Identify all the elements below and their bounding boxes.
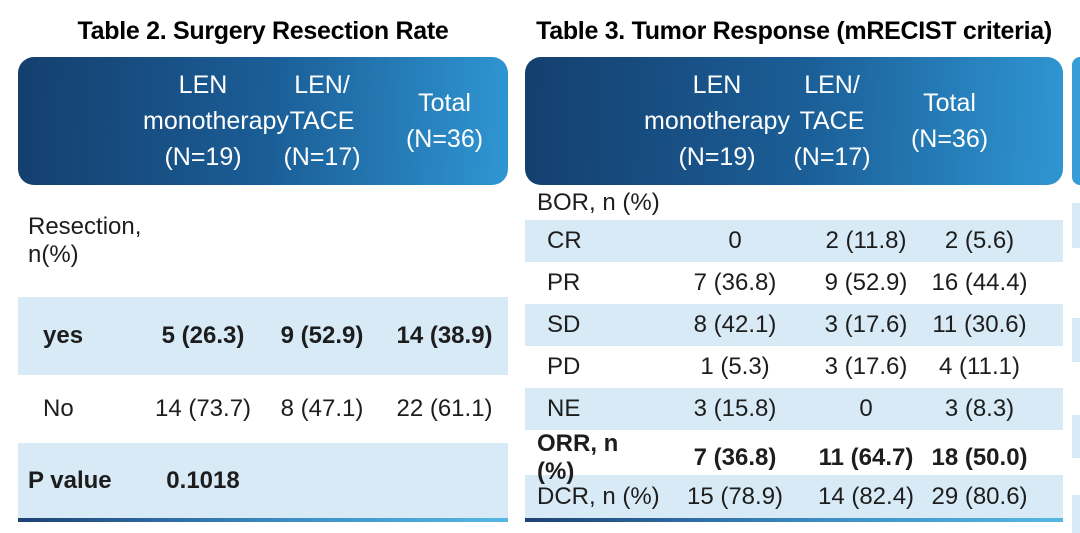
table2-row-yes: yes 5 (26.3) 9 (52.9) 14 (38.9) — [18, 297, 508, 375]
table3-row-sd: SD 8 (42.1) 3 (17.6) 11 (30.6) — [525, 304, 1063, 346]
cell-len-tace: 11 (64.7) — [818, 444, 914, 471]
table2-row-pvalue: P value 0.1018 — [18, 443, 508, 518]
row-label: No — [43, 395, 74, 422]
cell-len-monotherapy: 15 (78.9) — [686, 482, 784, 510]
row-label: NE — [547, 395, 581, 422]
cell-total: 4 (11.1) — [939, 353, 1020, 380]
table3-header-total: Total (N=36) — [910, 89, 989, 153]
cell-len-monotherapy: 8 (42.1) — [693, 311, 777, 338]
row-label: SD — [547, 311, 581, 338]
table3-row-ne: NE 3 (15.8) 0 3 (8.3) — [525, 388, 1063, 430]
cell-len-monotherapy: 3 (15.8) — [693, 395, 777, 422]
table3-row-dcr: DCR, n (%) 15 (78.9) 14 (82.4) 29 (80.6) — [525, 475, 1063, 518]
table3-bottom-border — [525, 518, 1063, 522]
table3-row-orr: ORR, n (%) 7 (36.8) 11 (64.7) 18 (50.0) — [525, 430, 1063, 485]
table3-header-row: LEN monotherapy (N=19) LEN/ TACE (N=17) … — [525, 57, 1063, 185]
partial-table-row-edge — [1072, 495, 1080, 533]
cell-len-monotherapy: 1 (5.3) — [700, 353, 770, 380]
row-label: P value — [28, 466, 112, 494]
table3-row-cr: CR 0 2 (11.8) 2 (5.6) — [525, 220, 1063, 262]
table2-row-no: No 14 (73.7) 8 (47.1) 22 (61.1) — [18, 375, 508, 443]
row-label: PD — [547, 353, 581, 380]
table2-header-len-tace: LEN/ TACE (N=17) — [283, 71, 361, 171]
table2-header-total: Total (N=36) — [405, 89, 484, 153]
cell-total: 29 (80.6) — [931, 482, 1028, 510]
cell-len-monotherapy: 14 (73.7) — [154, 395, 252, 422]
cell-len-tace: 9 (52.9) — [824, 269, 908, 296]
table2-row-resection: Resection, n(%) — [18, 185, 508, 297]
cell-len-tace: 9 (52.9) — [280, 322, 364, 349]
cell-len-monotherapy: 0 — [728, 227, 742, 254]
cell-total: 18 (50.0) — [931, 444, 1028, 471]
cell-total: 14 (38.9) — [396, 322, 493, 349]
cell-len-tace: 8 (47.1) — [280, 395, 364, 422]
table3-header-len-monotherapy: LEN monotherapy (N=19) — [644, 71, 790, 171]
cell-total: 11 (30.6) — [932, 311, 1027, 338]
table2-surgery-resection-rate: Table 2. Surgery Resection Rate LEN mono… — [18, 8, 508, 522]
cell-pvalue: 0.1018 — [166, 466, 240, 494]
cell-total: 22 (61.1) — [396, 395, 493, 422]
table2-title: Table 2. Surgery Resection Rate — [77, 17, 449, 45]
cell-len-tace: 0 — [859, 395, 873, 422]
cell-len-tace: 3 (17.6) — [824, 311, 908, 338]
row-label: yes — [43, 322, 84, 349]
partial-table-row-edge — [1072, 203, 1080, 248]
row-label: CR — [547, 227, 582, 254]
table2-header-len-monotherapy: LEN monotherapy (N=19) — [143, 71, 289, 171]
row-label: Resection, n(%) — [28, 213, 142, 268]
cell-len-monotherapy: 7 (36.8) — [693, 269, 777, 296]
table3-row-pd: PD 1 (5.3) 3 (17.6) 4 (11.1) — [525, 346, 1063, 388]
cell-len-tace: 3 (17.6) — [824, 353, 908, 380]
cell-len-monotherapy: 5 (26.3) — [161, 322, 245, 349]
row-label: DCR, n (%) — [537, 482, 660, 510]
row-label: BOR, n (%) — [537, 188, 660, 216]
partial-table-row-edge — [1072, 415, 1080, 458]
cell-len-tace: 2 (11.8) — [825, 227, 907, 254]
cell-len-monotherapy: 7 (36.8) — [693, 444, 777, 471]
partial-table-header-edge — [1072, 57, 1080, 185]
cell-total: 2 (5.6) — [944, 227, 1015, 254]
table3-title: Table 3. Tumor Response (mRECIST criteri… — [536, 17, 1052, 45]
row-label: ORR, n (%) — [537, 430, 619, 485]
cell-total: 3 (8.3) — [944, 395, 1015, 422]
table2-bottom-border — [18, 518, 508, 522]
table3-header-len-tace: LEN/ TACE (N=17) — [793, 71, 871, 171]
cell-len-tace: 14 (82.4) — [817, 482, 915, 510]
row-label: PR — [547, 269, 581, 296]
table3-row-bor: BOR, n (%) — [525, 185, 1063, 220]
table3-tumor-response-mrecist: Table 3. Tumor Response (mRECIST criteri… — [525, 8, 1063, 522]
table3-row-pr: PR 7 (36.8) 9 (52.9) 16 (44.4) — [525, 262, 1063, 304]
partial-table-row-edge — [1072, 318, 1080, 362]
table2-header-row: LEN monotherapy (N=19) LEN/ TACE (N=17) … — [18, 57, 508, 185]
cell-total: 16 (44.4) — [931, 269, 1028, 296]
